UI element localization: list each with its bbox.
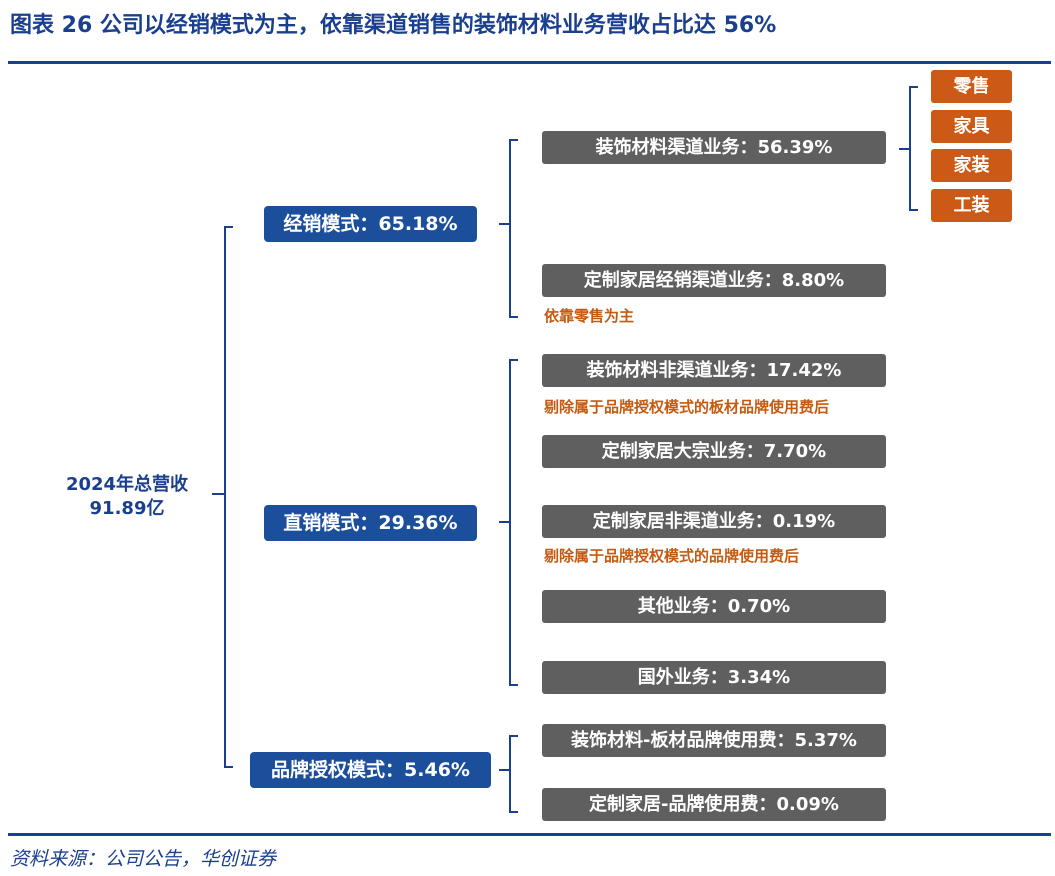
business-overseas: 国外业务：3.34% [542, 661, 886, 694]
distribution-bracket [509, 139, 518, 318]
note-retail-reliant: 依靠零售为主 [544, 307, 635, 325]
mode-distribution: 经销模式：65.18% [264, 206, 477, 242]
total-revenue-label: 2024年总营收 [65, 474, 189, 495]
business-decor-non-channel: 装饰材料非渠道业务：17.42% [542, 354, 886, 387]
channel-furniture: 家具 [931, 110, 1012, 143]
total-revenue-node: 2024年总营收 91.89亿 [56, 473, 198, 521]
business-decor-channel: 装饰材料渠道业务：56.39% [542, 131, 886, 164]
source-note: 资料来源：公司公告，华创证券 [10, 848, 277, 870]
business-custom-home-bulk: 定制家居大宗业务：7.70% [542, 435, 886, 468]
total-revenue-value: 91.89亿 [89, 498, 165, 519]
business-other: 其他业务：0.70% [542, 590, 886, 623]
direct-sales-bracket [509, 359, 518, 686]
channel-retail: 零售 [931, 70, 1012, 103]
brand-license-bracket [509, 735, 518, 813]
top-divider [8, 61, 1051, 64]
figure-title: 图表 26 公司以经销模式为主，依靠渠道销售的装饰材料业务营收占比达 56% [10, 13, 777, 38]
business-decor-brand-fee: 装饰材料-板材品牌使用费：5.37% [542, 724, 886, 757]
business-custom-home-brand-fee: 定制家居-品牌使用费：0.09% [542, 788, 886, 821]
mode-direct-sales: 直销模式：29.36% [264, 505, 477, 541]
channel-engineering: 工装 [931, 189, 1012, 222]
channel-home-decoration: 家装 [931, 149, 1012, 182]
note-exclude-brand-fee: 剔除属于品牌授权模式的品牌使用费后 [544, 547, 800, 565]
bottom-divider [8, 833, 1051, 836]
business-custom-home-dealer: 定制家居经销渠道业务：8.80% [542, 264, 886, 297]
business-custom-home-non-channel: 定制家居非渠道业务：0.19% [542, 505, 886, 538]
mode-brand-license: 品牌授权模式：5.46% [250, 752, 491, 788]
root-bracket [224, 226, 233, 768]
channel-bracket [909, 86, 918, 211]
note-exclude-board-brand-fee: 剔除属于品牌授权模式的板材品牌使用费后 [544, 398, 830, 416]
